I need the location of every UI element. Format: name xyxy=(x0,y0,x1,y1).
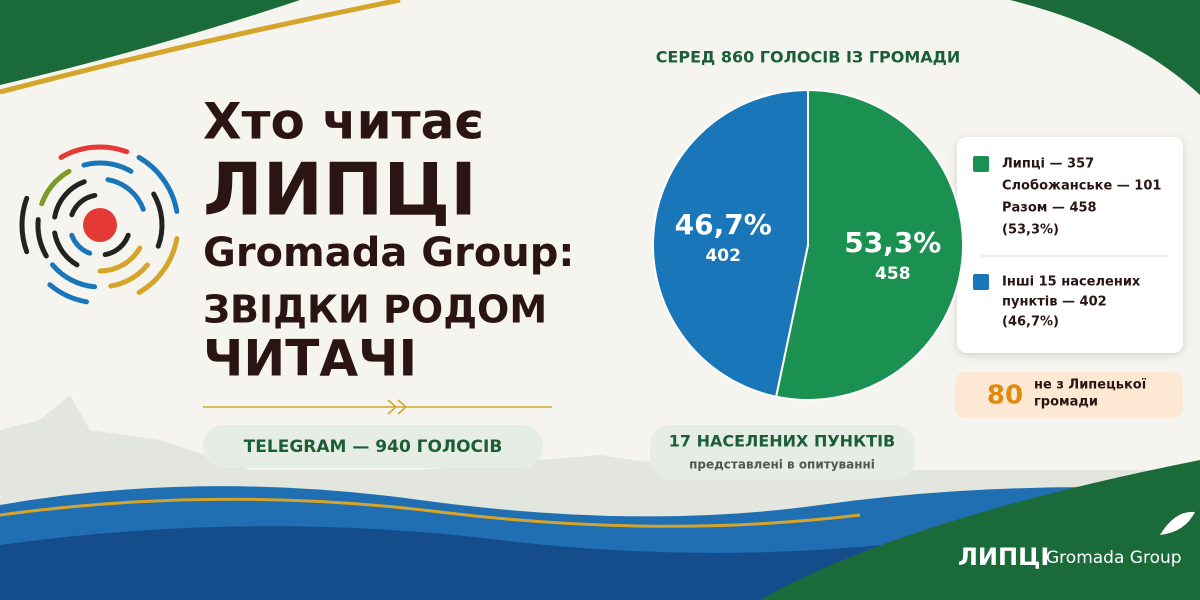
slice-percent: 53,3% xyxy=(844,226,941,259)
slice-percent: 46,7% xyxy=(675,208,772,241)
gold-stripe xyxy=(0,0,401,95)
settlements-title: 17 НАСЕЛЕНИХ ПУНКТІВ xyxy=(669,432,895,451)
legend-swatch xyxy=(973,274,989,290)
logo-arc xyxy=(136,236,180,296)
logo-arc xyxy=(39,168,72,207)
telegram-badge xyxy=(203,425,543,468)
outside-text: громади xyxy=(1034,395,1098,410)
settlements-badge xyxy=(650,425,915,480)
logo-center xyxy=(83,208,117,242)
headline-line: ЛИПЦІ xyxy=(203,148,477,232)
settlements-subtitle: представлені в опитуванні xyxy=(689,458,875,472)
corner-top-right xyxy=(1010,0,1200,95)
logo-arc xyxy=(97,245,143,274)
outside-number: 80 xyxy=(987,381,1023,411)
pie-slice xyxy=(774,88,964,401)
brand-suffix: Gromada Group xyxy=(1046,548,1182,568)
legend-text: Слобожанське — 101 xyxy=(1002,179,1161,194)
outside-text: не з Липецької xyxy=(1034,378,1147,393)
logo-arc xyxy=(47,282,89,305)
corner-top-left xyxy=(0,0,300,85)
telegram-text: TELEGRAM — 940 ГОЛОСІВ xyxy=(244,437,503,457)
brand-name: ЛИПЦІ xyxy=(958,543,1049,571)
logo-arc xyxy=(69,192,98,218)
legend-text: Разом — 458 xyxy=(1002,201,1097,216)
headline-line: ЗВІДКИ РОДОМ xyxy=(203,288,547,332)
headline-line: ЧИТАЧІ xyxy=(203,330,417,388)
legend-text: Інші 15 населених xyxy=(1002,275,1141,290)
logo-arc xyxy=(102,232,131,258)
slice-count: 402 xyxy=(705,246,741,266)
logo-arc xyxy=(81,160,134,174)
divider-arrows xyxy=(387,399,408,415)
slice-count: 458 xyxy=(875,264,911,284)
logo-arc xyxy=(69,232,93,256)
logo-arc xyxy=(136,154,180,214)
legend-box xyxy=(957,137,1183,353)
corner-bottom-right xyxy=(760,460,1200,600)
chart-title: СЕРЕД 860 ГОЛОСІВ ІЗ ГРОМАДИ xyxy=(656,48,961,67)
logo-arc xyxy=(50,262,98,290)
wave-line xyxy=(0,497,861,528)
legend-text: (46,7%) xyxy=(1002,315,1059,330)
legend-swatch xyxy=(973,156,989,172)
legend-text: Липці — 357 xyxy=(1002,157,1094,172)
headline-line: Хто читає xyxy=(203,93,484,151)
leaf-icon xyxy=(1160,511,1195,535)
logo-arc xyxy=(105,177,146,212)
logo-arc xyxy=(151,191,165,249)
outside-badge xyxy=(955,372,1183,418)
logo-arc xyxy=(52,179,87,220)
logo-arc xyxy=(35,217,49,259)
logo-arc xyxy=(108,262,150,289)
logo-arc xyxy=(58,144,130,160)
pie-slice xyxy=(652,88,809,398)
logo-arc xyxy=(52,230,80,268)
headline-line: Gromada Group: xyxy=(203,230,574,276)
legend-text: (53,3%) xyxy=(1002,223,1059,238)
logo-arc xyxy=(19,195,30,255)
legend-text: пунктів — 402 xyxy=(1002,295,1107,310)
